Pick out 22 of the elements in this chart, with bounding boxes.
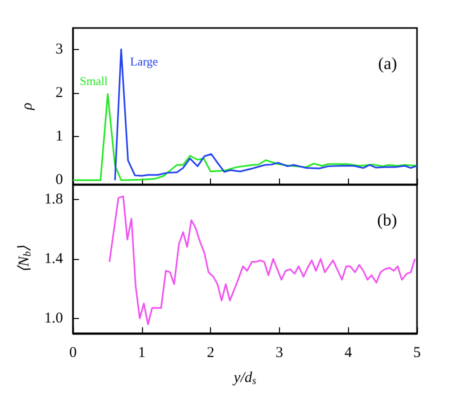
x-tick-label: 0	[69, 344, 77, 361]
y-axis-title: ρ	[20, 102, 36, 111]
line-series	[72, 93, 418, 181]
series-label: Small	[80, 74, 108, 88]
x-tick-label: 1	[138, 344, 146, 361]
annotation: (a)	[378, 54, 398, 73]
series-label: Large	[130, 54, 158, 68]
y-axis-title: ⟨Nb⟩	[16, 245, 34, 273]
y-tick-label: 3	[56, 42, 63, 58]
y-tick-label: 1.0	[44, 310, 63, 326]
line-series	[114, 48, 418, 181]
y-tick-label: 1.4	[44, 250, 64, 267]
y-tick-label: 1.8	[44, 191, 63, 208]
y-tick-label: 2	[56, 85, 63, 102]
x-tick-label: 4	[344, 344, 352, 361]
y-tick-label: 0	[56, 172, 63, 188]
annotation: (b)	[377, 210, 398, 230]
line-series	[108, 196, 416, 326]
y-tick-label: 1	[56, 128, 63, 145]
x-tick-label: 2	[206, 344, 214, 361]
x-tick-label: 5	[413, 344, 421, 361]
x-tick-label: 3	[276, 344, 284, 361]
